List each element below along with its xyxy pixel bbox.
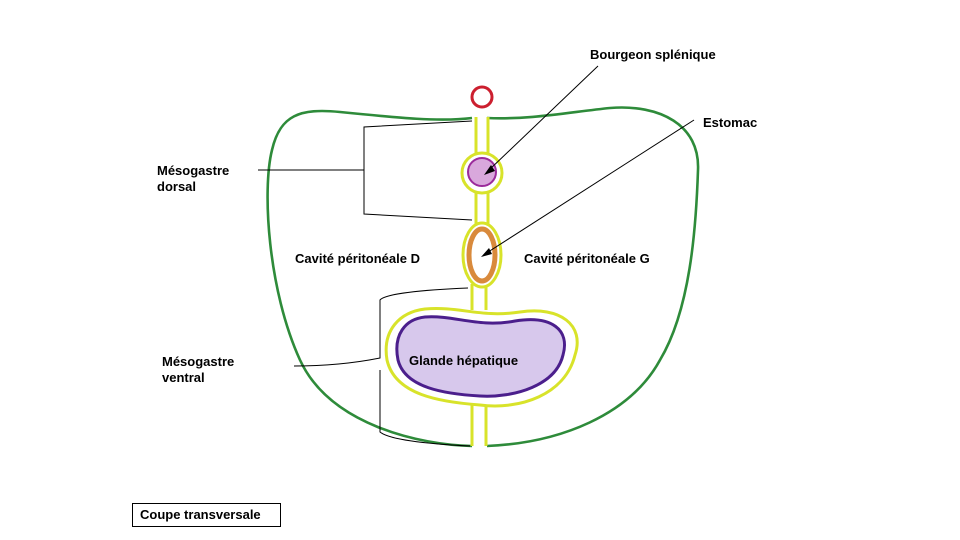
pointer-stomach-arrowhead (481, 248, 492, 257)
ventral-bracket (293, 287, 471, 447)
liver-gland (395, 315, 566, 398)
label-mesogastre-ventral-line2: ventral (162, 370, 205, 385)
label-bourgeon-splenique: Bourgeon splénique (590, 47, 716, 62)
dorsal-bracket (258, 120, 473, 221)
caption-box: Coupe transversale (132, 503, 281, 527)
pointer-spleen-arrowhead (484, 165, 495, 175)
label-cavite-g: Cavité péritonéale G (524, 251, 650, 266)
pointer-stomach (484, 119, 695, 255)
label-mesogastre-dorsal-line2: dorsal (157, 179, 197, 194)
label-cavite-d: Cavité péritonéale D (295, 251, 420, 266)
pointer-spleen (487, 65, 599, 172)
label-mesogastre-ventral-line1: Mésogastre (162, 354, 235, 369)
aorta-circle (470, 85, 494, 109)
caption-text: Coupe transversale (140, 507, 261, 522)
body-outline (266, 106, 700, 448)
label-mesogastre-dorsal-line1: Mésogastre (157, 163, 230, 178)
spleen-bud (467, 157, 497, 187)
stomach (466, 226, 498, 284)
label-glande-hepatique: Glande hépatique (409, 353, 519, 368)
label-estomac: Estomac (703, 115, 758, 130)
